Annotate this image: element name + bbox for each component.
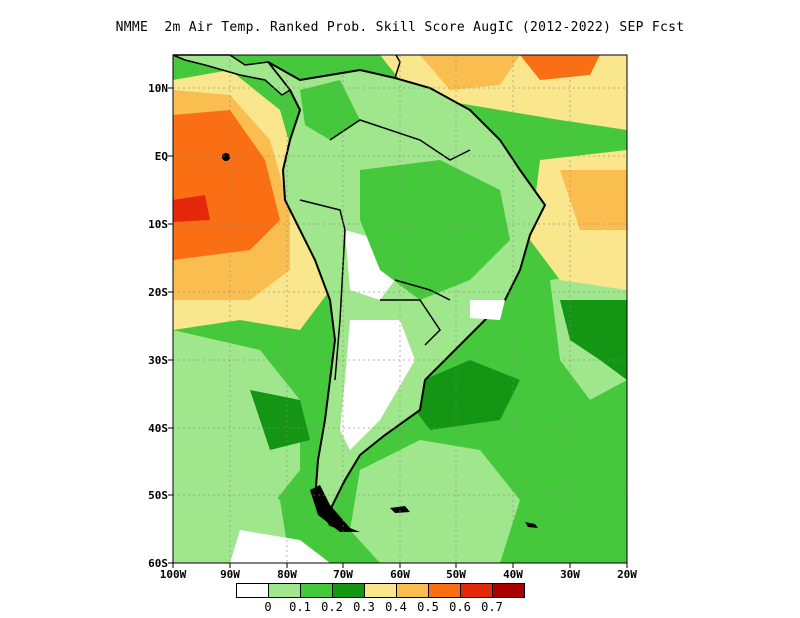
- region-atlantic-south-light: [350, 440, 520, 563]
- colorbar-label: 0.7: [481, 600, 503, 614]
- lat-label-30s: 30S: [148, 354, 168, 367]
- lon-label-100w: 100W: [159, 568, 187, 581]
- lon-label-90w: 90W: [220, 568, 240, 581]
- lon-label-70w: 70W: [333, 568, 353, 581]
- colorbar-label: 0.1: [289, 600, 311, 614]
- falkland-islands: [390, 506, 410, 513]
- lon-label-40w: 40W: [503, 568, 523, 581]
- lon-label-60w: 60W: [390, 568, 410, 581]
- lat-label-eq: EQ: [154, 150, 168, 163]
- land-green-brazil: [360, 160, 510, 300]
- map-title: NMME 2m Air Temp. Ranked Prob. Skill Sco…: [115, 20, 685, 35]
- colorbar-swatch: [268, 583, 301, 598]
- colorbar-label: 0.5: [417, 600, 439, 614]
- tierra-del-fuego: [310, 485, 360, 532]
- colorbar: [236, 583, 525, 598]
- colorbar-swatch: [396, 583, 429, 598]
- lat-label-50s: 50S: [148, 489, 168, 502]
- region-chile-offshore-dark: [250, 390, 310, 450]
- lat-label-10s: 10S: [148, 218, 168, 231]
- colorbar-swatch: [300, 583, 333, 598]
- lat-label-60s: 60S: [148, 557, 168, 570]
- region-white-south: [230, 530, 330, 563]
- land-white-argentina: [340, 320, 415, 450]
- lon-label-20w: 20W: [617, 568, 637, 581]
- colorbar-swatch: [460, 583, 493, 598]
- region-atlantic-orange: [520, 55, 600, 80]
- colorbar-swatch: [428, 583, 461, 598]
- south-georgia: [525, 522, 538, 528]
- region-pacific-red: [173, 195, 210, 222]
- galapagos-islands: [222, 153, 230, 161]
- region-uruguay-offshore-dark: [400, 360, 520, 430]
- axis-ticks: [168, 87, 628, 568]
- region-atlantic-dark: [560, 300, 627, 380]
- region-caribbean-orange: [420, 55, 520, 90]
- colorbar-swatch: [492, 583, 525, 598]
- grid-lines: [173, 55, 627, 563]
- colorbar-label: 0: [264, 600, 272, 614]
- colorbar-label: 0.3: [353, 600, 375, 614]
- lon-label-30w: 30W: [560, 568, 580, 581]
- land-white-south-brazil: [470, 300, 505, 320]
- lon-label-80w: 80W: [277, 568, 297, 581]
- land-green-colombia: [300, 80, 360, 140]
- lat-label-20s: 20S: [148, 286, 168, 299]
- colorbar-label: 0.4: [385, 600, 407, 614]
- region-tropical-atlantic-orange: [560, 170, 627, 230]
- lon-label-50w: 50W: [446, 568, 466, 581]
- colorbar-swatch: [332, 583, 365, 598]
- central-america: [172, 54, 292, 96]
- lat-label-10n: 10N: [148, 82, 168, 95]
- colorbar-label: 0.2: [321, 600, 343, 614]
- colorbar-swatch: [364, 583, 397, 598]
- lat-label-40s: 40S: [148, 422, 168, 435]
- region-pacific-orange: [173, 110, 280, 260]
- colorbar-swatch: [236, 583, 269, 598]
- colorbar-label: 0.6: [449, 600, 471, 614]
